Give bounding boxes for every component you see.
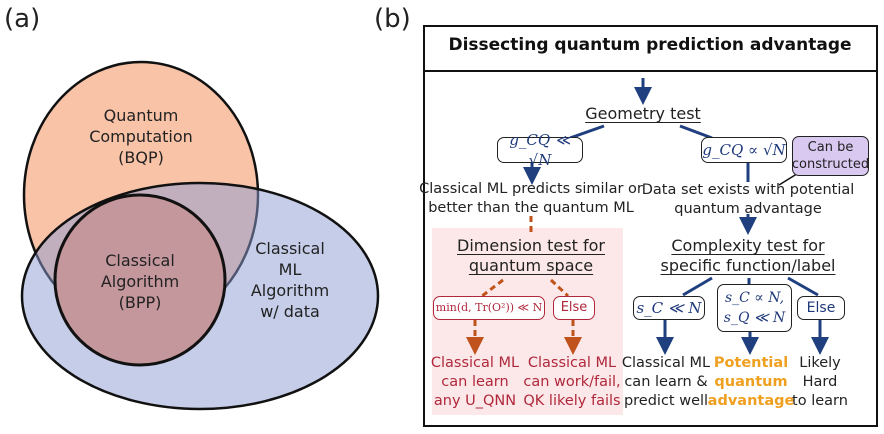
classical-ml-label: Classical ML Algorithm w/ data <box>250 239 330 321</box>
classical-algorithm-set <box>53 193 227 367</box>
venn-diagram <box>20 60 380 411</box>
dimension-else: Else <box>553 296 595 320</box>
flowchart-title: Dissecting quantum prediction advantage <box>448 35 852 55</box>
quantum-label: Quantum Computation (BQP) <box>89 106 193 167</box>
dimension-test-label: Dimension test for quantum space <box>457 236 605 275</box>
complexity-test-label: Complexity test for specific function/lab… <box>660 236 836 275</box>
geometry-test-label: Geometry test <box>585 104 701 123</box>
dimension-condition: min(d, Tr(O²)) ≪ N <box>433 296 545 320</box>
g-small-condition: g_CQ ≪ √N <box>497 131 583 169</box>
dimension-test-region <box>432 228 623 415</box>
outcome-hard-to-learn: Likely Hard to learn <box>792 355 848 409</box>
complexity-condition-1: s_C ≪ N <box>633 296 705 320</box>
can-be-constructed-note: Can be constructed <box>792 136 869 176</box>
outcome-quantum-advantage: Potential quantum advantage <box>707 355 795 409</box>
left-result-text: Classical ML predicts similar or better t… <box>419 181 643 216</box>
panel-a-label: (a) <box>4 4 41 34</box>
title-divider <box>423 70 878 72</box>
outcome-learn-any-qnn: Classical ML can learn any U_QNN <box>430 355 520 409</box>
outcome-work-fail: Classical ML can work/fail, QK likely fail… <box>523 355 621 409</box>
outcome-classical-learns: Classical ML can learn & predict well <box>621 355 711 409</box>
classical-algorithm-label: Classical Algorithm (BPP) <box>100 251 180 312</box>
complexity-condition-2: s_C ∝ N, s_Q ≪ N <box>717 284 792 332</box>
complexity-else: Else <box>797 296 845 320</box>
g-prop-condition: g_CQ ∝ √N <box>701 137 787 163</box>
panel-b-label: (b) <box>374 4 411 34</box>
right-result-text: Data set exists with potential quantum ad… <box>641 182 855 217</box>
flowchart-frame <box>423 25 878 427</box>
